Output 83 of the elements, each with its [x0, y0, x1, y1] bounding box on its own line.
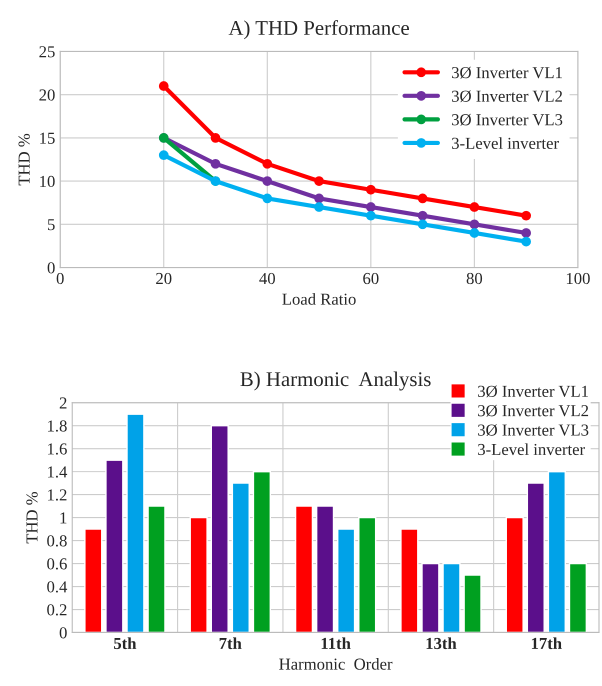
x-axis-title: Load Ratio [282, 293, 356, 305]
y-tick-label: 1.8 [48, 420, 67, 432]
point [314, 176, 324, 186]
point [521, 236, 532, 246]
point [521, 210, 532, 221]
bar [442, 562, 461, 632]
x-tick-label: 100 [566, 272, 590, 284]
bar [506, 516, 524, 632]
bar [105, 459, 124, 632]
chart-title: A) THD Performance [228, 20, 409, 40]
bar [548, 470, 566, 632]
y-tick-label: 20 [39, 89, 55, 101]
legend-label: 3Ø Inverter VL2 [478, 404, 588, 417]
bar [232, 482, 250, 632]
point [418, 194, 428, 204]
y-tick-label: 0 [48, 262, 55, 274]
bar [526, 482, 545, 632]
y-tick-label: 2 [60, 397, 66, 408]
point [366, 210, 376, 221]
x-tick-label: 80 [466, 272, 482, 284]
point [314, 202, 324, 212]
point [262, 158, 272, 169]
point [314, 194, 324, 204]
bar [252, 470, 271, 632]
y-tick-label: 15 [40, 132, 55, 144]
point [521, 228, 532, 238]
chart-title: B) Harmonic Analysis [240, 372, 431, 391]
legend-label: 3-Level inverter [452, 137, 559, 149]
point [470, 202, 480, 212]
point [470, 219, 480, 230]
x-tick-label: 13th [426, 637, 456, 650]
bar [568, 562, 588, 632]
y-tick-label: 0 [60, 627, 67, 638]
point [262, 176, 272, 186]
x-tick-label: 17th [532, 637, 562, 650]
bar [147, 505, 166, 632]
legend-label: 3Ø Inverter VL3 [478, 424, 588, 436]
x-tick-label: 11th [322, 637, 351, 650]
point [366, 202, 376, 212]
y-tick-label: 25 [39, 46, 55, 58]
point [262, 194, 272, 204]
point [210, 158, 220, 169]
bar [84, 528, 102, 632]
bar [358, 516, 376, 632]
y-tick-label: 0.6 [47, 558, 67, 570]
legend-label: 3Ø Inverter VL1 [452, 66, 562, 79]
point [210, 133, 220, 143]
bar [400, 528, 418, 632]
point [418, 210, 428, 221]
y-tick-label: 1.4 [48, 466, 68, 478]
y-tick-label: 0.2 [47, 604, 66, 616]
legend-label: 3Ø Inverter VL1 [478, 385, 588, 398]
legend-label: 3Ø Inverter VL3 [452, 114, 562, 126]
bar [190, 516, 208, 632]
y-tick-label: 1.2 [48, 489, 66, 501]
bar [210, 424, 229, 632]
bar [421, 562, 440, 632]
legend-label: 3-Level inverter [478, 443, 585, 456]
legend-label: 3Ø Inverter VL2 [452, 90, 562, 102]
bar [316, 505, 334, 632]
y-tick-label: 0.4 [47, 581, 68, 593]
y-axis-title: THD % [18, 134, 30, 186]
point [158, 150, 169, 160]
x-tick-label: 20 [156, 272, 172, 284]
y-tick-label: 10 [40, 176, 55, 188]
y-tick-label: 5 [48, 219, 55, 230]
x-tick-label: 7th [220, 637, 242, 650]
point [158, 81, 169, 91]
point [418, 219, 428, 230]
y-axis-title: THD % [26, 492, 38, 544]
x-tick-label: 5th [114, 637, 136, 650]
bar [337, 528, 356, 632]
bar [463, 574, 482, 632]
y-tick-label: 1.6 [48, 443, 67, 455]
bar [126, 413, 145, 632]
x-axis-title: Harmonic Order [279, 658, 392, 670]
point [366, 184, 376, 195]
x-tick-label: 40 [259, 272, 275, 284]
point [470, 228, 480, 238]
x-tick-label: 60 [363, 272, 379, 284]
bar [294, 505, 314, 632]
y-tick-label: 0.8 [47, 535, 67, 547]
y-tick-label: 1 [60, 512, 66, 524]
